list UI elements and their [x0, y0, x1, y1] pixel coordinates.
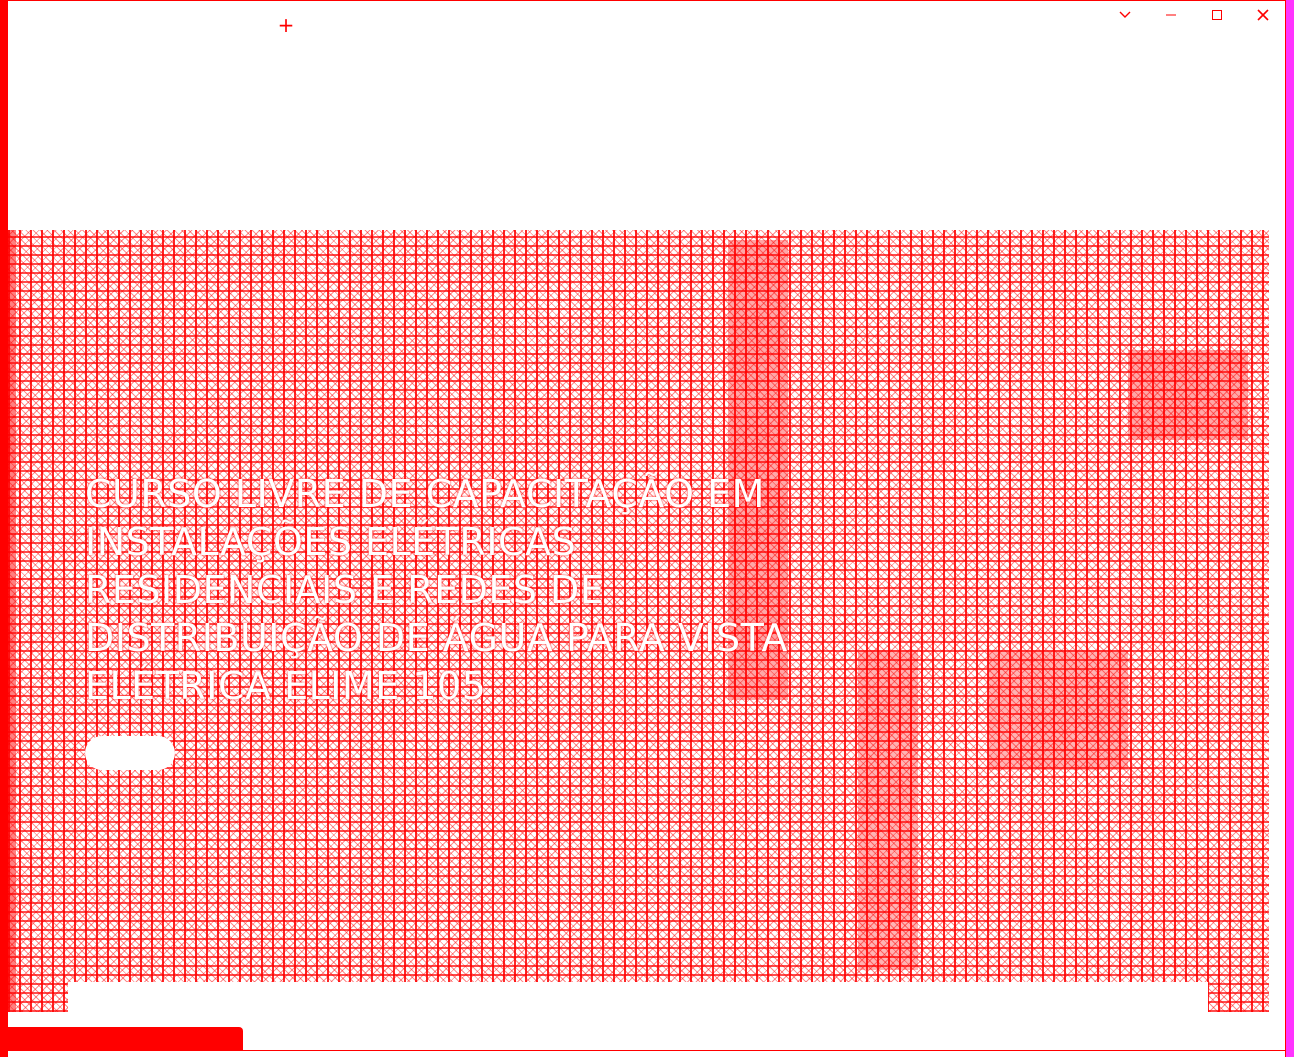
chevron-down-icon	[1119, 11, 1131, 18]
maximize-button[interactable]	[1203, 5, 1231, 25]
hero-texture	[1128, 350, 1248, 440]
hero-banner: CURSO LIVRE DE CAPACITAÇÃO EM INSTALAÇÕE…	[8, 230, 1269, 1012]
hero-title: CURSO LIVRE DE CAPACITAÇÃO EM INSTALAÇÕE…	[85, 472, 788, 708]
minimize-button[interactable]	[1157, 5, 1185, 25]
window-frame-bottom	[0, 1050, 1286, 1051]
minimize-icon	[1166, 14, 1176, 16]
window-frame-right-line	[1285, 0, 1286, 1057]
window-frame-left	[0, 0, 8, 1057]
new-tab-button[interactable]: +	[277, 13, 295, 37]
hero-texture	[988, 650, 1128, 770]
hero-texture	[858, 650, 918, 970]
maximize-icon	[1212, 10, 1222, 20]
title-bar: +	[8, 1, 1285, 35]
window-frame-right	[1286, 0, 1294, 1057]
hero-texture	[728, 240, 788, 700]
tab-search-button[interactable]	[1111, 5, 1139, 25]
hero-cta-button[interactable]	[85, 736, 175, 770]
close-button[interactable]	[1249, 5, 1277, 25]
bottom-tab[interactable]	[8, 1027, 243, 1050]
close-icon	[1257, 9, 1269, 21]
hero-bottom-strip	[68, 982, 1208, 1012]
window-frame-top	[0, 0, 1294, 1]
hero-texture	[8, 230, 16, 1012]
